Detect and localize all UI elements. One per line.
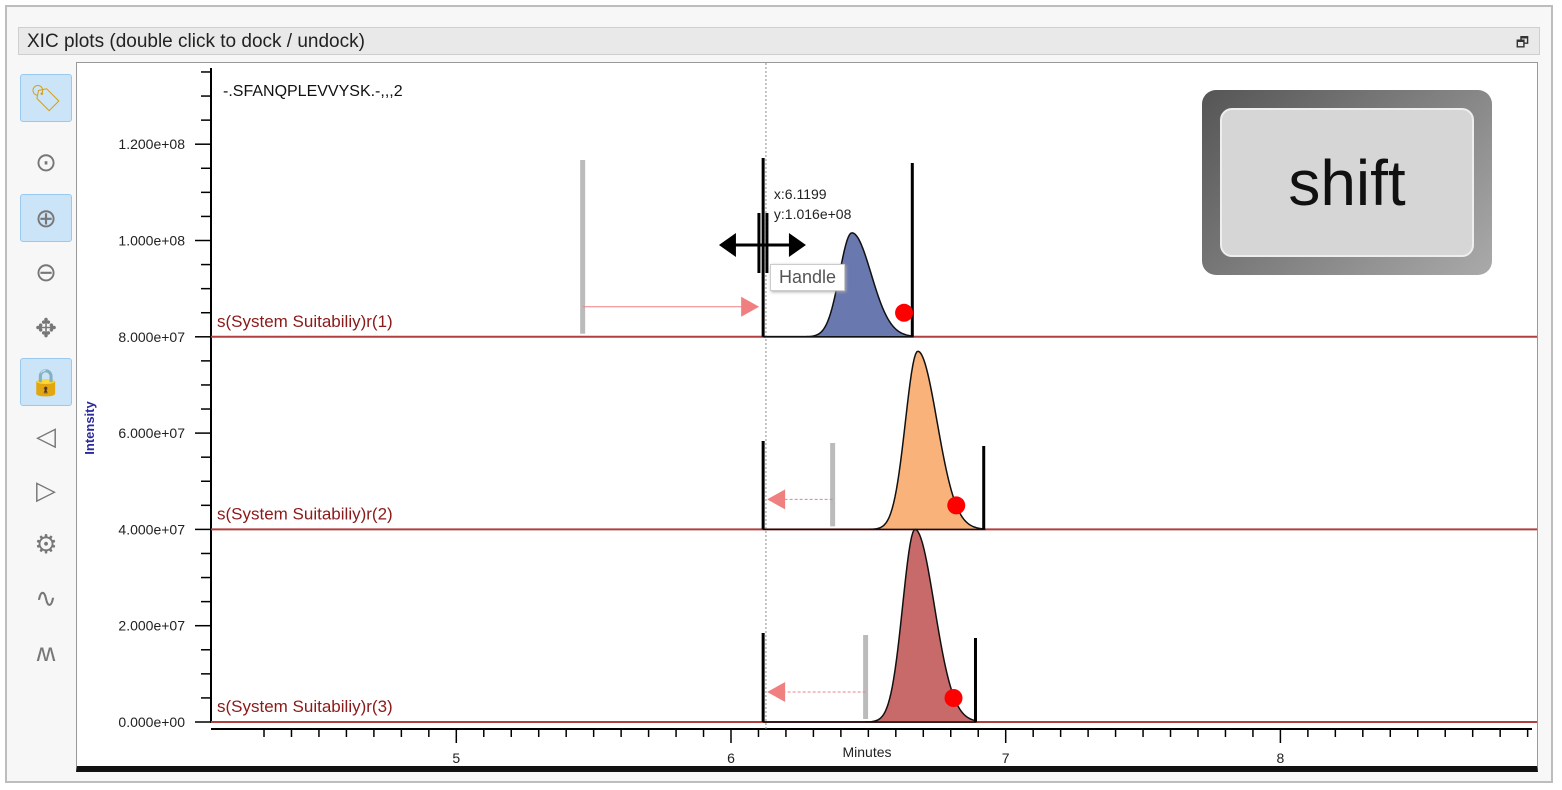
resize-arrow-right: [788, 233, 806, 257]
series-label: s(System Suitabiliy)r(3): [217, 697, 393, 716]
panel-titlebar[interactable]: XIC plots (double click to dock / undock…: [18, 27, 1540, 55]
zoom-out-icon: ⊖: [35, 256, 57, 287]
pan-move-button[interactable]: ✥: [20, 304, 72, 352]
y-tick-label: 8.000e+07: [118, 329, 185, 345]
apex-marker: [947, 496, 966, 515]
y-tick-label: 4.000e+07: [118, 521, 185, 537]
settings-gear-button[interactable]: ⚙: [20, 520, 72, 568]
zoom-reset-icon: ⊙: [35, 146, 57, 177]
y-tick-label: 6.000e+07: [118, 425, 185, 441]
arrow-head: [741, 296, 760, 317]
pan-move-icon: ✥: [35, 312, 57, 343]
x-tick-label: 6: [727, 750, 735, 766]
peak-area: [763, 528, 977, 723]
x-tick-label: 5: [452, 750, 460, 766]
x-axis-label: Minutes: [842, 744, 891, 760]
chart-svg: 0.000e+00 2.000e+07 4.000e+07 6.000e+07 8.00…: [82, 63, 1537, 766]
x-tick-label: 8: [1277, 750, 1285, 766]
zoom-next-button[interactable]: ▷: [20, 466, 72, 514]
zoom-in-button[interactable]: ⊕: [20, 194, 72, 242]
single-peak-icon: ∿: [35, 582, 57, 613]
y-tick-label: 0.000e+00: [118, 714, 185, 730]
peak-area: [763, 350, 987, 531]
zoom-previous-icon: ◁: [36, 420, 56, 451]
arrow-head: [767, 682, 786, 702]
shift-key-label: shift: [1220, 108, 1474, 257]
zoom-out-button[interactable]: ⊖: [20, 248, 72, 296]
cursor-y-readout: y:1.016e+08: [774, 206, 852, 222]
plot-toolbar: 🏷 ⊙ ⊕ ⊖ ✥ 🔒 ◁ ▷ ⚙ ∿ ʍ: [18, 62, 76, 772]
multi-peak-icon: ʍ: [36, 636, 56, 667]
zoom-reset-button[interactable]: ⊙: [20, 138, 72, 186]
label-tag-button[interactable]: 🏷: [20, 74, 72, 122]
peptide-label: -.SFANQPLEVVYSK.-,,,2: [223, 83, 403, 100]
panel-title: XIC plots (double click to dock / undock…: [27, 31, 365, 52]
series-label: s(System Suitabiliy)r(2): [217, 504, 393, 523]
settings-gear-icon: ⚙: [34, 528, 58, 559]
lock-button[interactable]: 🔒: [20, 358, 72, 406]
x-tick-label: 7: [1002, 750, 1010, 766]
zoom-in-icon: ⊕: [35, 202, 57, 233]
y-tick-label: 1.200e+08: [118, 136, 185, 152]
shift-key-overlay: shift: [1202, 90, 1492, 275]
single-peak-button[interactable]: ∿: [20, 574, 72, 622]
apex-marker: [895, 303, 914, 322]
multi-peak-button[interactable]: ʍ: [20, 628, 72, 676]
cursor-x-readout: x:6.1199: [774, 186, 827, 202]
lock-icon: 🔒: [29, 366, 63, 397]
zoom-next-icon: ▷: [36, 474, 56, 505]
resize-arrow-left: [718, 233, 736, 257]
y-tick-label: 1.000e+08: [118, 233, 185, 249]
y-axis-label: Intensity: [82, 401, 97, 455]
series-label: s(System Suitabiliy)r(1): [217, 312, 393, 331]
label-tag-icon: 🏷: [29, 82, 63, 113]
arrow-head: [767, 489, 786, 510]
y-tick-label: 2.000e+07: [118, 618, 185, 634]
restore-window-icon[interactable]: 🗗: [1515, 34, 1529, 50]
handle-tooltip: Handle: [770, 264, 846, 291]
apex-marker: [944, 689, 963, 707]
zoom-previous-button[interactable]: ◁: [20, 412, 72, 460]
